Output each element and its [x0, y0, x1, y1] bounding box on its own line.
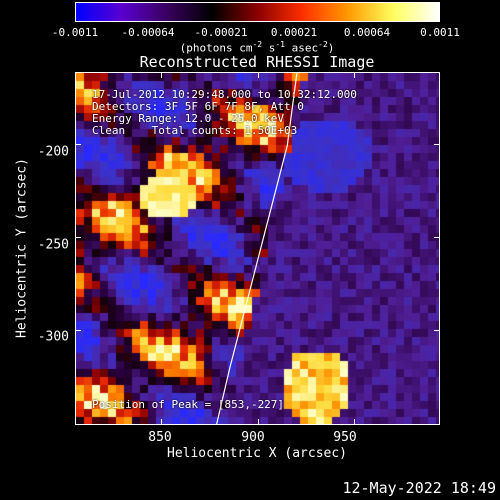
- y-axis-label: Heliocentric Y (arcsec): [14, 157, 30, 339]
- x-tick-mark: [257, 72, 259, 78]
- y-tick-mark: [434, 237, 440, 239]
- time-range-text: 17-Jul-2012 10:29:48.000 to 10:32:12.000: [92, 88, 357, 101]
- y-tick-mark: [75, 237, 81, 239]
- y-tick-label: -200: [37, 144, 69, 160]
- x-tick-mark: [257, 419, 259, 425]
- x-tick-label: 900: [241, 430, 265, 445]
- x-tick-label: 950: [333, 430, 357, 445]
- limb-overlay: [216, 73, 298, 424]
- colorbar-tick-label: -0.00021: [194, 26, 248, 39]
- colorbar-tick-label: -0.00064: [121, 26, 175, 39]
- y-tick-label: -300: [37, 329, 69, 345]
- clean-counts-text: Clean Total counts: 1.50E+03: [92, 124, 298, 137]
- y-tick-mark: [434, 330, 440, 332]
- colorbar-tick-label: 0.0011: [420, 26, 460, 39]
- y-tick-mark: [75, 144, 81, 146]
- solar-limb-line: [216, 73, 298, 424]
- colorbar: [75, 2, 440, 22]
- peak-position-text: Position of Peak = [853,-227]: [92, 398, 285, 411]
- y-tick-mark: [434, 144, 440, 146]
- y-tick-mark: [75, 330, 81, 332]
- x-tick-mark: [353, 72, 355, 78]
- y-tick-label: -250: [37, 237, 69, 253]
- energy-range-text: Energy Range: 12.0 - 25.0 keV: [92, 112, 285, 125]
- footer-timestamp: 12-May-2022 18:49: [342, 479, 496, 497]
- x-tick-label: 850: [148, 430, 172, 445]
- colorbar-tick-label: -0.0011: [51, 26, 99, 39]
- x-tick-mark: [161, 419, 163, 425]
- colorbar-tick-label: 0.00021: [270, 26, 318, 39]
- x-tick-mark: [353, 419, 355, 425]
- colorbar-tick-label: 0.00064: [343, 26, 391, 39]
- x-axis-label: Heliocentric X (arcsec): [166, 446, 348, 461]
- map-title: Reconstructed RHESSI Image: [139, 53, 375, 71]
- heatmap-image: [76, 73, 439, 424]
- detectors-text: Detectors: 3F 5F 6F 7F 8F, Att 0: [92, 100, 304, 113]
- colorbar-units: (photons cm-2 s-1 asec-2): [179, 40, 335, 55]
- x-tick-mark: [161, 72, 163, 78]
